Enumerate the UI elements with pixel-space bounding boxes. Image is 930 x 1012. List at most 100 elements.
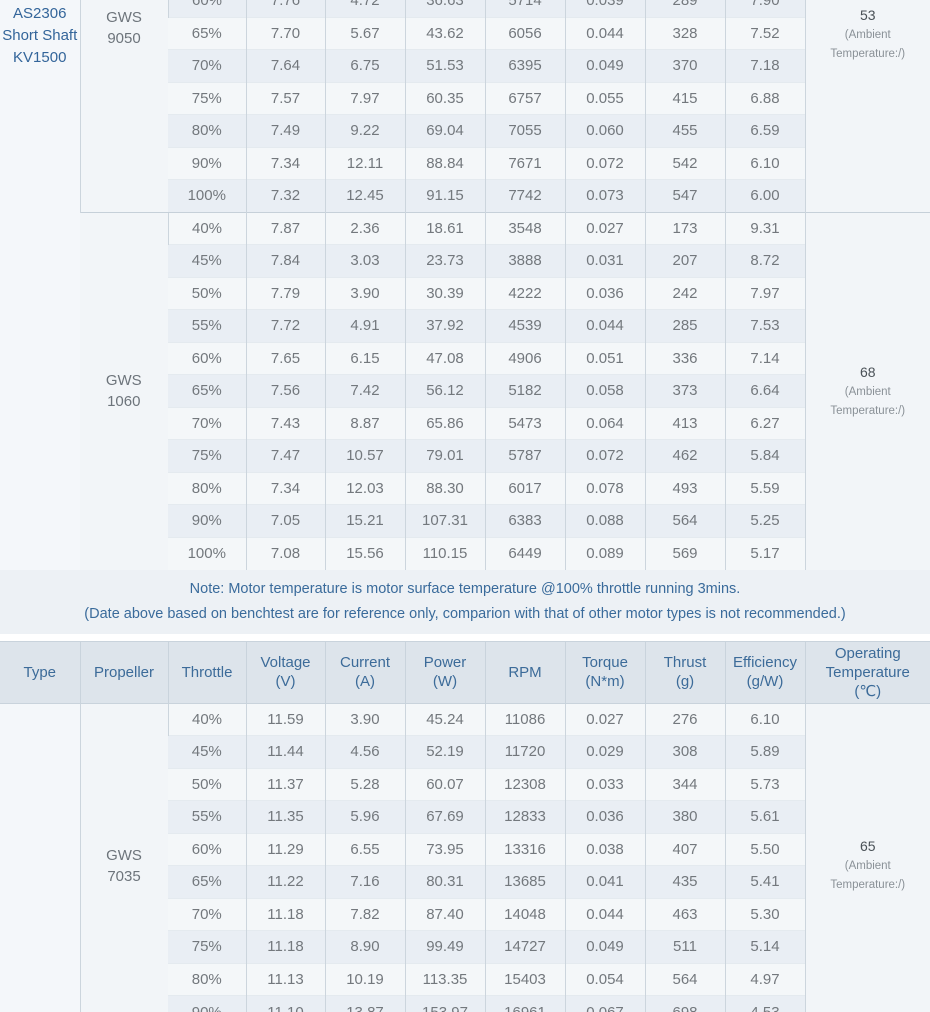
cell-efficiency: 5.89 xyxy=(724,735,805,768)
motor-spec-table-lower: Type Propeller Throttle Voltage (V) Current (A… xyxy=(0,640,930,1012)
cell-voltage: 7.79 xyxy=(245,276,325,310)
cell-power: 37.92 xyxy=(404,309,485,342)
cell-torque: 0.027 xyxy=(564,211,645,245)
cell-efficiency: 7.97 xyxy=(724,276,805,310)
data-row: 80% 7.34 12.03 88.30 6017 0.078 493 5.59 xyxy=(0,471,930,505)
cell-power: 107.31 xyxy=(404,504,485,537)
cell-voltage: 7.87 xyxy=(245,211,325,245)
column-header-line: Operating xyxy=(834,644,901,662)
cell-rpm: 15403 xyxy=(484,962,565,996)
cell-power: 52.19 xyxy=(404,735,485,768)
cell-thrust: 564 xyxy=(644,504,725,537)
cell-torque: 0.073 xyxy=(564,179,645,212)
cell-voltage: 11.29 xyxy=(245,832,325,866)
cell-efficiency: 6.64 xyxy=(724,374,805,407)
cell-power: 30.39 xyxy=(404,276,485,310)
cell-torque: 0.054 xyxy=(564,962,645,996)
data-row: 45% 11.44 4.56 52.19 11720 0.029 308 5.89 xyxy=(0,735,930,768)
cell-voltage: 11.10 xyxy=(245,995,325,1012)
cell-thrust: 493 xyxy=(644,471,725,505)
cell-efficiency: 8.72 xyxy=(724,244,805,277)
cell-current: 6.15 xyxy=(324,341,405,375)
cell-thrust: 435 xyxy=(644,865,725,898)
propeller-label: GWS xyxy=(106,8,142,26)
cell-thrust: 173 xyxy=(644,211,725,245)
column-header-efficiency: Efficiency (g/W) xyxy=(724,640,805,704)
propeller-label: 7035 xyxy=(107,867,141,885)
cell-efficiency: 7.14 xyxy=(724,341,805,375)
temperature-note: (Ambient Temperature:/) xyxy=(830,385,906,417)
column-header-line: Throttle xyxy=(181,663,233,681)
column-header-line: (W) xyxy=(432,673,458,690)
cell-power: 18.61 xyxy=(404,211,485,245)
cell-torque: 0.072 xyxy=(564,146,645,180)
cell-torque: 0.031 xyxy=(564,244,645,277)
data-row: 100% 7.32 12.45 91.15 7742 0.073 547 6.00 xyxy=(0,179,930,212)
cell-rpm: 3548 xyxy=(484,211,565,245)
temperature-value: 65 xyxy=(859,838,876,855)
data-row: 55% 7.72 4.91 37.92 4539 0.044 285 7.53 xyxy=(0,309,930,342)
cell-current: 2.36 xyxy=(324,211,405,245)
cell-current: 8.87 xyxy=(324,406,405,440)
data-row: AS2306 Short Shaft KV1500 GWS 9050 60% 7.76 4.7… xyxy=(0,0,930,570)
cell-rpm: 5473 xyxy=(484,406,565,440)
cell-thrust: 569 xyxy=(644,536,725,570)
cell-thrust: 289 xyxy=(644,0,725,17)
cell-efficiency: 6.27 xyxy=(724,406,805,440)
data-row: 90% 11.10 13.87 153.97 16961 0.067 698 4.53 xyxy=(0,995,930,1012)
cell-power: 43.62 xyxy=(404,16,485,50)
cell-torque: 0.041 xyxy=(564,865,645,898)
cell-current: 9.22 xyxy=(324,114,405,147)
cell-voltage: 7.43 xyxy=(245,406,325,440)
data-row: 90% 7.34 12.11 88.84 7671 0.072 542 6.10 xyxy=(0,146,930,180)
cell-throttle: 90% xyxy=(168,504,246,537)
cell-current: 7.97 xyxy=(324,81,405,115)
cell-voltage: 7.84 xyxy=(245,244,325,277)
cell-voltage: 7.34 xyxy=(245,471,325,505)
column-header-line: Current xyxy=(339,654,391,671)
cell-current: 5.96 xyxy=(324,800,405,833)
data-row: 50% 7.79 3.90 30.39 4222 0.036 242 7.97 xyxy=(0,276,930,310)
cell-voltage: 7.56 xyxy=(245,374,325,407)
data-row: 70% 7.64 6.75 51.53 6395 0.049 370 7.18 xyxy=(0,49,930,82)
propeller-cell: GWS 7035 xyxy=(79,703,168,1012)
cell-efficiency: 5.73 xyxy=(724,767,805,801)
cell-efficiency: 6.88 xyxy=(724,81,805,115)
cell-current: 4.91 xyxy=(324,309,405,342)
cell-current: 12.03 xyxy=(324,471,405,505)
column-header-line: (g/W) xyxy=(746,673,784,690)
cell-efficiency: 7.52 xyxy=(724,16,805,50)
note-line-2: (Date above based on benchtest are for r… xyxy=(84,605,846,622)
cell-efficiency: 7.90 xyxy=(724,0,805,17)
cell-current: 13.87 xyxy=(324,995,405,1012)
cell-torque: 0.039 xyxy=(564,0,645,17)
cell-throttle: 90% xyxy=(168,995,246,1012)
cell-torque: 0.044 xyxy=(564,16,645,50)
data-row: 70% 7.43 8.87 65.86 5473 0.064 413 6.27 xyxy=(0,406,930,440)
cell-current: 15.21 xyxy=(324,504,405,537)
cell-current: 10.57 xyxy=(324,439,405,472)
cell-torque: 0.027 xyxy=(564,702,645,736)
cell-voltage: 7.57 xyxy=(245,81,325,115)
cell-throttle: 75% xyxy=(168,439,246,472)
cell-rpm: 12833 xyxy=(484,800,565,833)
cell-throttle: 70% xyxy=(168,897,246,931)
cell-torque: 0.036 xyxy=(564,276,645,310)
cell-voltage: 11.35 xyxy=(245,800,325,833)
column-header-line: Propeller xyxy=(93,663,155,681)
cell-power: 91.15 xyxy=(404,179,485,212)
cell-thrust: 380 xyxy=(644,800,725,833)
column-header-thrust: Thrust (g) xyxy=(644,640,725,704)
column-header-line: Temperature xyxy=(825,663,910,681)
cell-torque: 0.036 xyxy=(564,800,645,833)
data-row: 100% 7.08 15.56 110.15 6449 0.089 569 5.17 xyxy=(0,536,930,570)
cell-current: 7.82 xyxy=(324,897,405,931)
column-header-current: Current (A) xyxy=(324,640,405,704)
data-row: 75% 7.57 7.97 60.35 6757 0.055 415 6.88 xyxy=(0,81,930,115)
cell-throttle: 45% xyxy=(168,244,246,277)
type-cell xyxy=(0,703,80,1012)
column-header-line: (N*m) xyxy=(585,673,625,690)
cell-efficiency: 5.14 xyxy=(724,930,805,963)
cell-power: 153.97 xyxy=(404,995,485,1012)
temperature-cell: 68 (Ambient Temperature:/) xyxy=(804,211,930,570)
